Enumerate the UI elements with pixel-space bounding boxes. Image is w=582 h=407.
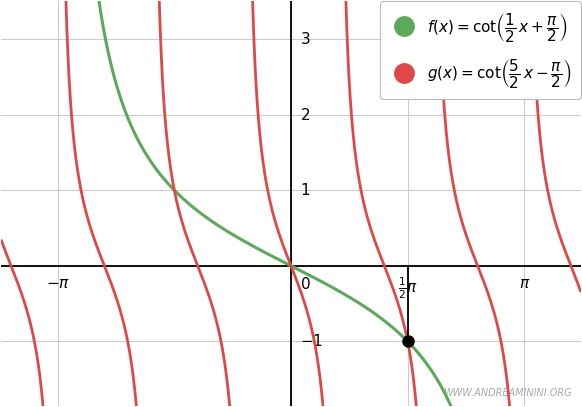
Legend: $f(x) = \cot\!\left(\dfrac{1}{2}\,x+\dfrac{\pi}{2}\right)$, $g(x) = \cot\!\left(: $f(x) = \cot\!\left(\dfrac{1}{2}\,x+\dfr… — [379, 1, 581, 99]
Text: $2$: $2$ — [300, 107, 310, 123]
Text: WWW.ANDREAMININI.ORG: WWW.ANDREAMININI.ORG — [443, 387, 572, 398]
Text: $-1$: $-1$ — [300, 333, 323, 349]
Text: $-\pi$: $-\pi$ — [45, 276, 70, 291]
Text: $\pi$: $\pi$ — [519, 276, 530, 291]
Text: $\frac{1}{2}\pi$: $\frac{1}{2}\pi$ — [398, 276, 418, 301]
Text: $3$: $3$ — [300, 31, 310, 47]
Text: $1$: $1$ — [300, 182, 310, 198]
Text: $0$: $0$ — [300, 276, 311, 292]
